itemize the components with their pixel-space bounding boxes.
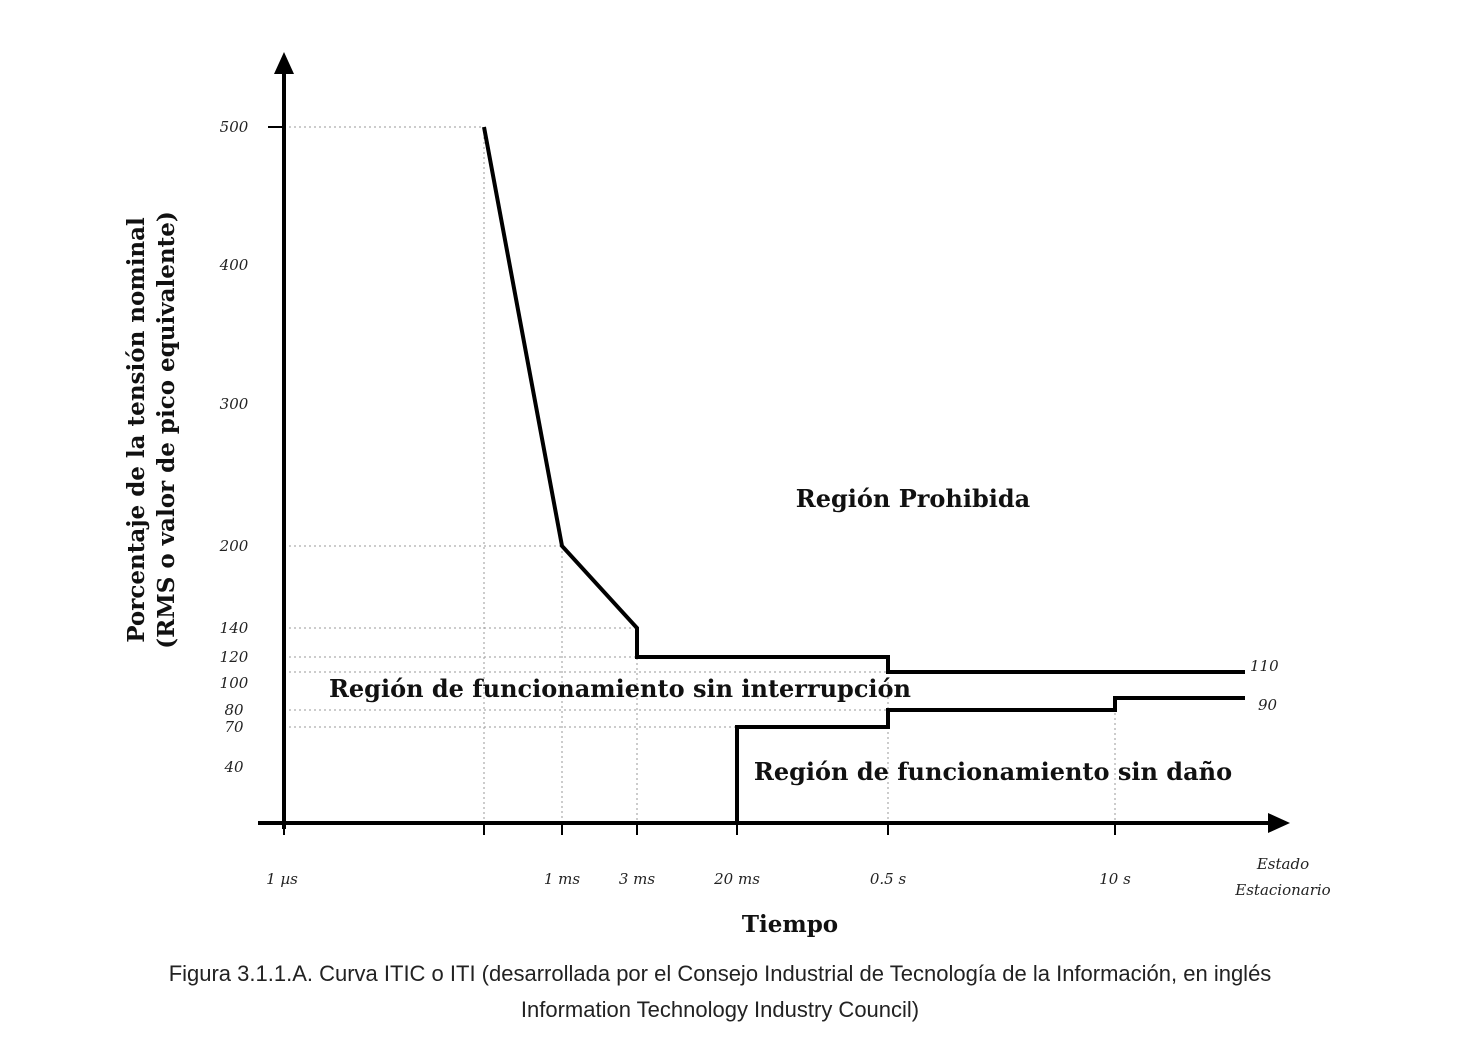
region-no-damage-label: Región de funcionamiento sin daño bbox=[754, 757, 1232, 786]
y-tick-label-70: 70 bbox=[224, 718, 244, 736]
x-tick-label-20-ms: 20 ms bbox=[713, 870, 760, 888]
x-tick-label-0.5-s: 0.5 s bbox=[870, 870, 907, 888]
region-prohibited-label: Región Prohibida bbox=[796, 484, 1030, 513]
series-90-end-label: 90 bbox=[1258, 696, 1278, 714]
caption-line-2: Information Technology Industry Council) bbox=[520, 997, 920, 1022]
x-tick-label-10-s: 10 s bbox=[1099, 870, 1131, 888]
y-axis-arrow-icon bbox=[274, 52, 294, 74]
x-tick-label-steady-state-1: Estado bbox=[1256, 855, 1309, 873]
series-line-110 bbox=[482, 126, 1245, 674]
y-axis-title-line2: (RMS o valor de pico equivalente) bbox=[153, 211, 180, 648]
series-lines bbox=[284, 126, 1245, 825]
y-axis-title-line1: Porcentaje de la tensión nominal bbox=[123, 217, 150, 643]
y-tick-label-40: 40 bbox=[223, 758, 244, 776]
x-tick-label-1-µs: 1 µs bbox=[266, 870, 298, 888]
figure-caption: Figura 3.1.1.A. Curva ITIC o ITI (desarr… bbox=[0, 956, 1440, 1028]
y-tick-label-400: 400 bbox=[219, 256, 249, 274]
y-tick-label-200: 200 bbox=[219, 537, 249, 555]
caption-line-1: Figura 3.1.1.A. Curva ITIC o ITI (desarr… bbox=[168, 961, 1272, 986]
series-110-end-label: 110 bbox=[1250, 657, 1279, 675]
region-no-interruption-label: Región de funcionamiento sin interrupció… bbox=[329, 674, 911, 703]
x-tick-label-3-ms: 3 ms bbox=[619, 870, 656, 888]
y-axis-title: Porcentaje de la tensión nominal (RMS o … bbox=[123, 211, 180, 648]
y-tick-label-300: 300 bbox=[220, 395, 249, 413]
x-tick-label-steady-state-2: Estacionario bbox=[1234, 881, 1330, 899]
y-tick-label-500: 500 bbox=[220, 118, 249, 136]
axes bbox=[258, 52, 1290, 835]
x-tick-label-1-ms: 1 ms bbox=[544, 870, 581, 888]
y-tick-label-140: 140 bbox=[220, 619, 249, 637]
y-tick-label-120: 120 bbox=[220, 648, 249, 666]
y-tick-label-100: 100 bbox=[220, 674, 249, 692]
y-tick-label-80: 80 bbox=[224, 701, 244, 719]
gridlines bbox=[284, 126, 1245, 823]
series-line-90 bbox=[284, 696, 1245, 825]
x-axis-arrow-icon bbox=[1268, 813, 1290, 833]
x-axis-title: Tiempo bbox=[742, 911, 838, 938]
